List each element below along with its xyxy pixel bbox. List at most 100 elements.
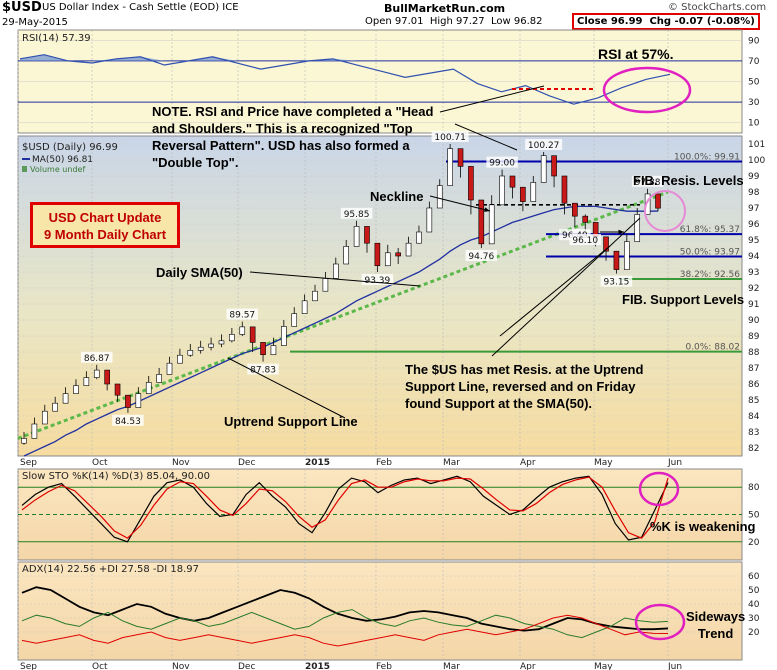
price-candle <box>145 376 152 394</box>
price-label: 87.83 <box>250 366 276 376</box>
price-tick-label: 97 <box>748 204 759 214</box>
price-candle <box>114 383 121 402</box>
x-tick-label: 2015 <box>305 458 330 468</box>
x-tick-label: Dec <box>238 662 255 670</box>
rsi-label: RSI(14) 57.39 <box>22 33 91 44</box>
sto-label: Slow STO %K(14) %D(3) 85.04, 90.00 <box>22 471 210 482</box>
x-tick-label: Oct <box>92 458 108 468</box>
candle-body <box>613 250 620 270</box>
price-highlight-circle <box>644 190 686 232</box>
candle-body <box>572 202 578 217</box>
price-candle <box>624 233 630 270</box>
candle-body <box>145 382 152 394</box>
x-tick-label: Feb <box>376 458 392 468</box>
price-candle <box>353 220 360 247</box>
pattern-note: NOTE. RSI and Price have completed a "He… <box>152 104 434 170</box>
x-tick-label: Dec <box>238 458 255 468</box>
price-tick-label: 94 <box>748 252 760 262</box>
fib-support-label: FIB. Support Levels <box>622 292 745 307</box>
candle-body <box>343 246 349 265</box>
price-label-bg <box>631 175 664 187</box>
fib-level-label: 100.0%: 99.91 <box>674 152 740 162</box>
rsi-tick-label: 70 <box>748 57 760 67</box>
rsi-tick-label: 10 <box>748 119 760 129</box>
price-candle <box>291 307 298 327</box>
candle-body <box>270 345 277 356</box>
price-candle <box>93 364 100 380</box>
candle-body <box>249 326 256 343</box>
sto-d-line <box>21 476 669 539</box>
candle-body <box>104 369 110 385</box>
price-label-bg <box>361 274 394 285</box>
price-label: 100.27 <box>528 141 560 151</box>
price-candle <box>229 328 235 343</box>
adx-tick-label: 50 <box>748 586 760 596</box>
price-tick-label: 92 <box>748 284 759 294</box>
price-label: 97.88 <box>635 178 661 188</box>
candle-body <box>114 383 121 396</box>
candle-body <box>416 231 422 244</box>
price-label-bg <box>340 207 373 219</box>
price-candle <box>374 242 381 272</box>
price-candle <box>426 201 433 233</box>
rsi-highlight-circle <box>602 66 692 114</box>
x-tick-label: May <box>594 458 613 468</box>
price-candle <box>499 169 505 206</box>
price-tick-label: 88 <box>748 348 760 358</box>
candle-body <box>229 334 235 342</box>
price-candle <box>104 369 110 391</box>
candle-body <box>41 410 48 425</box>
candle-body <box>582 215 589 223</box>
sto-tick-label: 80 <box>748 483 760 493</box>
fib-level-label: 38.2%: 92.56 <box>680 270 741 280</box>
candle-body <box>644 193 651 215</box>
price-candle <box>634 208 641 242</box>
comment-pointer-sma <box>499 245 611 337</box>
copyright-label: © StockCharts.com <box>668 2 767 13</box>
uptrend-label: Uptrend Support Line <box>224 414 358 429</box>
candle-body <box>52 402 58 412</box>
price-label-bg <box>486 156 518 168</box>
x-tick-label: Sep <box>20 458 37 468</box>
close-change-box: Close 96.99 Chg -0.07 (-0.08%) <box>572 13 760 30</box>
candle-body <box>364 226 370 244</box>
price-candle <box>239 321 246 336</box>
price-candle <box>73 379 79 394</box>
note-pointer-price <box>454 123 518 151</box>
candle-body <box>197 346 204 351</box>
x-tick-label: Sep <box>20 662 37 670</box>
x-tick-label: Apr <box>520 458 536 468</box>
adx-tick-label: 60 <box>748 572 760 582</box>
rsi-note: RSI at 57%. <box>598 46 674 62</box>
price-tick-label: 99 <box>748 172 760 182</box>
price-tick-label: 96 <box>748 220 760 230</box>
neckline-label: Neckline <box>370 189 424 204</box>
price-candle <box>41 404 48 425</box>
price-candle <box>83 371 90 386</box>
x-tick-label: Mar <box>443 662 460 670</box>
price-candle <box>281 320 287 346</box>
note-pointer-rsi <box>439 85 545 113</box>
price-label: 89.57 <box>229 311 255 321</box>
price-candle <box>52 396 58 412</box>
price-tick-label: 91 <box>748 300 759 310</box>
x-tick-label: 2015 <box>305 662 330 670</box>
price-label-bg <box>226 308 259 320</box>
sto-k-line <box>21 475 669 543</box>
price-candle <box>488 195 495 245</box>
sto-highlight-circle <box>638 471 680 507</box>
price-tick-label: 85 <box>748 396 759 406</box>
candle-body <box>73 385 79 394</box>
plus-di-line <box>21 609 669 639</box>
candle-body <box>166 362 173 375</box>
price-candle <box>405 236 412 257</box>
price-candle <box>509 175 516 199</box>
x-tick-label: Jun <box>667 458 682 468</box>
candle-body <box>499 175 505 206</box>
adx-label: ADX(14) 22.56 +DI 27.58 -DI 18.97 <box>22 564 199 575</box>
fib-level-label: 50.0%: 93.97 <box>680 247 740 257</box>
x-tick-label: Oct <box>92 662 108 670</box>
candle-body <box>83 377 90 386</box>
price-candle <box>582 214 589 232</box>
